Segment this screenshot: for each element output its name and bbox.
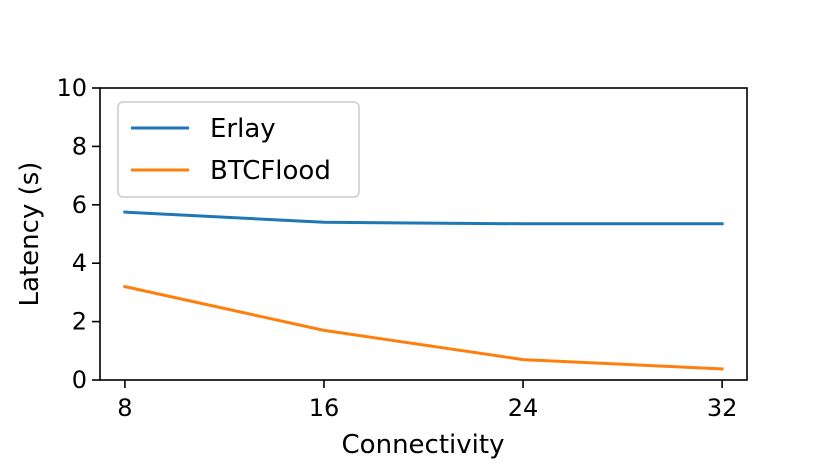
y-tick-label: 4 — [72, 249, 87, 277]
series-layer — [123, 210, 724, 371]
y-axis-label: Latency (s) — [15, 162, 45, 307]
x-tick-label: 24 — [508, 394, 539, 422]
y-tick-label: 2 — [72, 308, 87, 336]
y-axis: 0 2 4 6 8 10 — [56, 74, 100, 394]
legend-box — [117, 101, 360, 198]
legend: Erlay BTCFlood — [117, 101, 360, 198]
plot-frame — [99, 87, 748, 381]
series-line-btcflood — [123, 284, 724, 371]
y-tick-label: 8 — [72, 132, 87, 160]
x-tick-label: 16 — [309, 394, 340, 422]
y-tick-label: 0 — [72, 366, 87, 394]
x-tick-label: 32 — [707, 394, 738, 422]
x-tick-label: 8 — [117, 394, 132, 422]
plot-area — [99, 87, 748, 381]
x-axis: 8 16 24 32 — [117, 380, 737, 422]
y-tick-label: 6 — [72, 191, 87, 219]
y-tick-label: 10 — [56, 74, 87, 102]
legend-label-erlay: Erlay — [210, 114, 276, 144]
x-axis-label: Connectivity — [342, 430, 505, 460]
series-line-erlay — [123, 210, 724, 226]
legend-label-btcflood: BTCFlood — [210, 156, 331, 186]
